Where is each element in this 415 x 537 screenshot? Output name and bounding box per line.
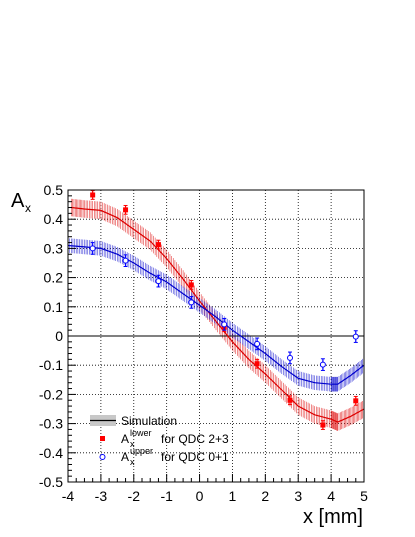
data-point-upper [319, 361, 326, 368]
simulation-bands [67, 198, 363, 431]
legend-label: for QDC 2+3 [161, 432, 229, 446]
legend-label-sub: x [130, 439, 135, 449]
y-tick-label: 0.3 [44, 240, 64, 256]
data-point-lower [188, 282, 194, 288]
x-tick-label: -1 [160, 488, 173, 504]
x-tick-label: 4 [327, 488, 335, 504]
x-tick-label: -3 [95, 488, 108, 504]
x-tick-label: 2 [261, 488, 269, 504]
data-points [89, 190, 359, 430]
y-tick-label: -0.1 [39, 357, 63, 373]
x-tick-label: 0 [196, 488, 204, 504]
legend-label-symbol: A [121, 450, 129, 464]
grid [68, 190, 364, 482]
x-tick-label: 5 [360, 488, 368, 504]
data-point-upper [352, 333, 359, 340]
x-tick-label: -2 [128, 488, 141, 504]
y-tick-label: 0.2 [44, 270, 64, 286]
legend-label: Simulation [121, 414, 177, 428]
legend-label-sup: upper [130, 446, 153, 456]
data-point-upper [155, 278, 162, 285]
y-tick-label: -0.4 [39, 445, 63, 461]
tick-labels: -4 -3 -2 -1 0 1 2 3 4 5 -0.5 -0.4 -0.3 -0.2 -0.1 0 0.1 0.… [39, 182, 368, 504]
axis-ticks [67, 189, 365, 483]
y-tick-label: -0.2 [39, 386, 63, 402]
data-point-lower [155, 242, 161, 248]
x-tick-label: 1 [229, 488, 237, 504]
data-point-upper [89, 245, 96, 252]
data-point-upper [287, 354, 293, 361]
x-tick-label: 3 [294, 488, 302, 504]
data-point-upper [122, 257, 129, 264]
data-point-lower [123, 207, 129, 213]
legend-label-sup: lower [130, 428, 152, 438]
y-tick-label: 0.4 [44, 211, 64, 227]
y-tick-label: -0.3 [39, 416, 63, 432]
legend-marker-lower [100, 436, 105, 441]
legend-label-symbol: A [121, 432, 129, 446]
x-axis-label: x [mm] [303, 506, 363, 528]
y-axis-label: A [11, 190, 25, 212]
data-point-lower [254, 361, 260, 367]
data-point-lower [320, 422, 326, 428]
y-axis-label-subscript: x [25, 201, 31, 215]
y-tick-label: 0 [55, 328, 63, 344]
data-point-lower [90, 192, 96, 198]
data-point-upper [221, 321, 228, 328]
data-point-upper [254, 340, 261, 347]
y-tick-label: 0.1 [44, 299, 64, 315]
legend-marker-upper [99, 454, 106, 460]
data-point-upper [188, 299, 195, 306]
x-tick-label: -4 [62, 488, 75, 504]
y-tick-label: 0.5 [44, 182, 64, 198]
y-tick-label: -0.5 [39, 474, 63, 490]
data-point-lower [353, 398, 359, 404]
data-point-lower [287, 397, 293, 403]
legend-label: for QDC 0+1 [161, 450, 229, 464]
legend-label-sub: x [130, 457, 135, 467]
